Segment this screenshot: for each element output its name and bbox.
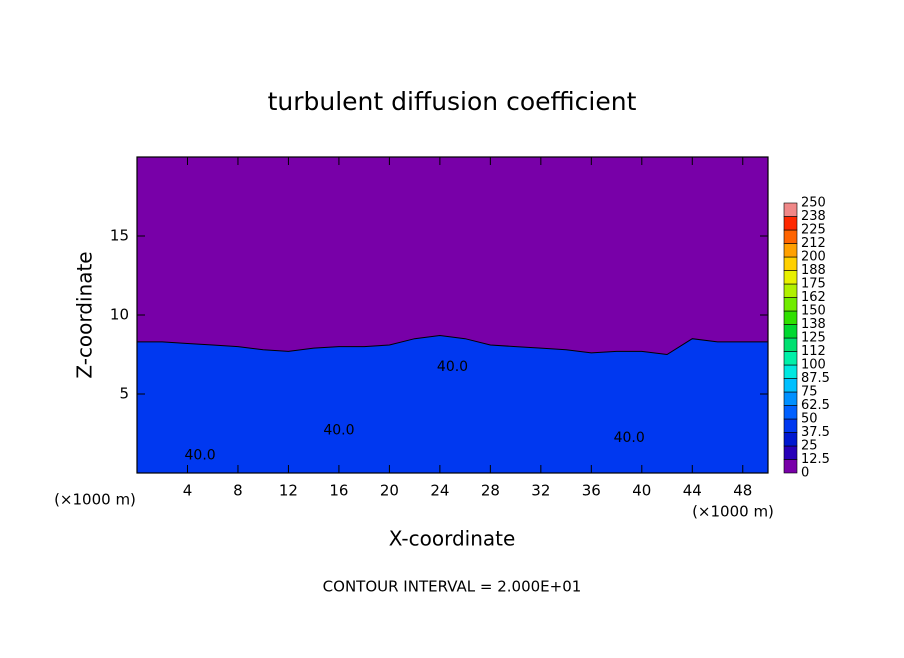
colorbar-bin: [783, 391, 798, 406]
colorbar-label: 87.5: [801, 371, 830, 386]
colorbar-bin: [783, 310, 798, 325]
colorbar-label: 37.5: [801, 425, 830, 440]
chart-title: turbulent diffusion coefficient: [268, 87, 637, 116]
colorbar-label: 50: [801, 412, 818, 427]
y-axis-label: Z-coordinate: [73, 251, 97, 378]
x-tick-label: 16: [329, 482, 348, 500]
x-tick-label: 24: [430, 482, 449, 500]
colorbar-label: 138: [801, 317, 826, 332]
colorbar-bin: [783, 378, 798, 393]
colorbar-bin: [783, 337, 798, 352]
colorbar-bin: [783, 324, 798, 339]
colorbar-label: 62.5: [801, 398, 830, 413]
colorbar-bin: [783, 364, 798, 379]
colorbar-label: 125: [801, 331, 826, 346]
footnote: CONTOUR INTERVAL = 2.000E+01: [323, 578, 582, 596]
contour-label: 40.0: [614, 430, 645, 446]
layer-top-contour: [137, 335, 768, 356]
colorbar-label: 200: [801, 250, 826, 265]
y-tick-label: 15: [110, 227, 129, 245]
x-tick-label: 12: [279, 482, 298, 500]
x-axis-label: X-coordinate: [389, 527, 516, 551]
colorbar-bin: [783, 216, 798, 231]
y-unit: (×1000 m): [54, 491, 136, 509]
x-tick-label: 4: [183, 482, 193, 500]
colorbar-label: 25: [801, 439, 818, 454]
colorbar-bin: [783, 459, 798, 474]
x-tick-label: 48: [733, 482, 752, 500]
x-tick-label: 36: [582, 482, 601, 500]
colorbar-bin: [783, 243, 798, 258]
colorbar-label: 100: [801, 358, 826, 373]
turbulent-layer: [137, 335, 768, 473]
colorbar-label: 225: [801, 223, 826, 238]
colorbar-label: 162: [801, 290, 826, 305]
x-tick-label: 28: [481, 482, 500, 500]
colorbar-bin: [783, 432, 798, 447]
x-tick-label: 32: [531, 482, 550, 500]
x-tick-label: 40: [632, 482, 651, 500]
colorbar-bin: [783, 283, 798, 298]
colorbar-bin: [783, 256, 798, 271]
colorbar-bin: [783, 270, 798, 285]
contour-label: 40.0: [323, 422, 354, 438]
colorbar-bin: [783, 229, 798, 244]
contour-label: 40.0: [437, 359, 468, 375]
colorbar-label: 212: [801, 236, 826, 251]
colorbar-bin: [783, 445, 798, 460]
x-tick-label: 8: [233, 482, 243, 500]
colorbar-label: 150: [801, 304, 826, 319]
colorbar-label: 188: [801, 263, 826, 278]
colorbar-label: 238: [801, 209, 826, 224]
colorbar-label: 112: [801, 344, 826, 359]
colorbar-label: 75: [801, 385, 818, 400]
colorbar-label: 175: [801, 277, 826, 292]
x-unit: (×1000 m): [692, 503, 774, 521]
colorbar-label: 0: [801, 466, 809, 481]
y-tick-label: 5: [119, 385, 129, 403]
contour-label: 40.0: [185, 448, 216, 464]
colorbar-bin: [783, 351, 798, 366]
y-tick-label: 10: [110, 306, 129, 324]
colorbar-label: 250: [801, 196, 826, 211]
x-tick-label: 44: [683, 482, 702, 500]
x-tick-label: 20: [380, 482, 399, 500]
colorbar-bin: [783, 202, 798, 217]
colorbar-label: 12.5: [801, 452, 830, 467]
colorbar-bin: [783, 405, 798, 420]
colorbar-bin: [783, 297, 798, 312]
colorbar-bin: [783, 418, 798, 433]
